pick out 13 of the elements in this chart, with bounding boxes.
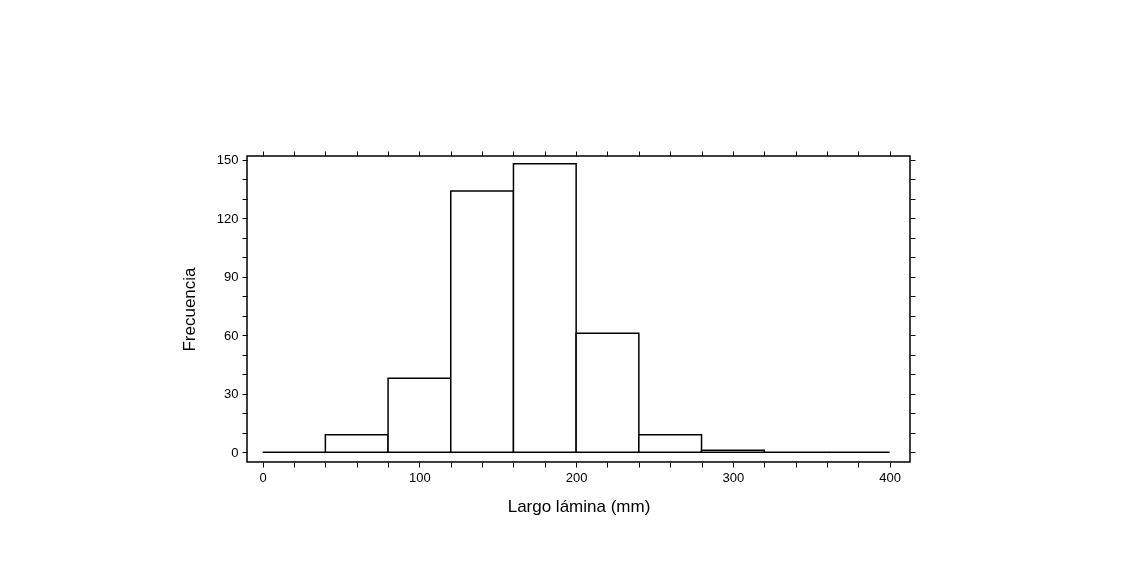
- y-tick-label: 30: [224, 386, 239, 402]
- x-tick-label: 200: [565, 469, 588, 485]
- x-tick-label: 300: [722, 469, 745, 485]
- y-axis-title: Frecuencia: [179, 266, 199, 352]
- y-tick-label: 90: [224, 269, 239, 285]
- x-tick-label: 100: [409, 469, 431, 485]
- y-tick-label: 150: [216, 152, 239, 168]
- x-tick-label: 0: [259, 469, 267, 485]
- y-tick-label: 0: [231, 444, 239, 460]
- x-tick-label: 400: [879, 469, 901, 485]
- y-tick-label: 60: [224, 327, 239, 343]
- y-tick-label: 120: [216, 210, 239, 226]
- x-axis-title: Largo lámina (mm): [507, 496, 651, 516]
